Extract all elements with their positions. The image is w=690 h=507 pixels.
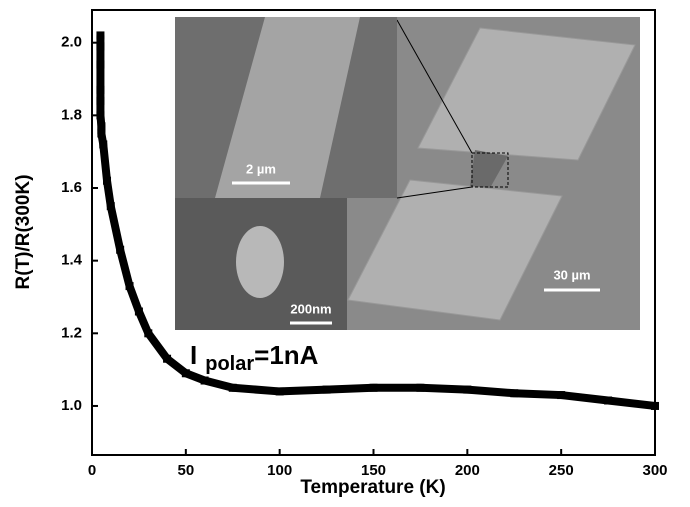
data-point: [96, 42, 104, 50]
data-point: [135, 308, 143, 316]
data-point: [370, 384, 378, 392]
data-point: [96, 31, 104, 39]
data-point: [99, 140, 107, 148]
y-tick-label: 2.0: [61, 34, 82, 51]
sem-insets: 2 µm 200nm 30 µm: [175, 17, 640, 330]
particle: [236, 226, 284, 298]
data-point: [604, 397, 612, 405]
y-axis-label: R(T)/R(300K): [13, 174, 34, 289]
data-point: [463, 386, 471, 394]
x-axis-label: Temperature (K): [300, 477, 445, 498]
data-point: [416, 384, 424, 392]
data-point: [96, 111, 104, 119]
data-point: [182, 369, 190, 377]
y-tick-label: 1.4: [61, 252, 83, 269]
data-point: [126, 282, 134, 290]
scale-label: 2 µm: [246, 161, 276, 176]
data-point: [96, 86, 104, 94]
data-point: [276, 387, 284, 395]
x-tick-label: 100: [267, 462, 292, 479]
data-point: [201, 377, 209, 385]
x-tick-label: 300: [642, 462, 667, 479]
data-point: [107, 202, 115, 210]
y-tick-label: 1.8: [61, 106, 82, 123]
data-point: [96, 97, 104, 105]
data-point: [103, 177, 111, 185]
data-point: [144, 329, 152, 337]
data-point: [651, 402, 659, 410]
x-tick-label: 50: [177, 462, 194, 479]
x-tick-label: 0: [88, 462, 96, 479]
annotation-rest: =1nA: [254, 340, 319, 370]
data-point: [116, 246, 124, 254]
annotation-sub: polar: [205, 353, 254, 375]
data-point: [97, 122, 105, 130]
x-tick-label: 200: [455, 462, 480, 479]
data-point: [229, 384, 237, 392]
annotation-main: I: [190, 340, 197, 370]
data-point: [97, 130, 105, 138]
y-tick-label: 1.6: [61, 179, 82, 196]
x-tick-label: 150: [361, 462, 386, 479]
x-tick-label: 250: [549, 462, 574, 479]
y-tick-label: 1.2: [61, 324, 82, 341]
data-point: [557, 391, 565, 399]
scale-label: 30 µm: [553, 267, 590, 282]
y-tick-label: 1.0: [61, 397, 82, 414]
scale-label: 200nm: [290, 301, 331, 316]
data-point: [96, 60, 104, 68]
chart: 2 µm 200nm 30 µm Ipolar=1nA Temperature …: [0, 0, 690, 502]
data-point: [323, 386, 331, 394]
data-point: [163, 355, 171, 363]
data-point: [510, 389, 518, 397]
